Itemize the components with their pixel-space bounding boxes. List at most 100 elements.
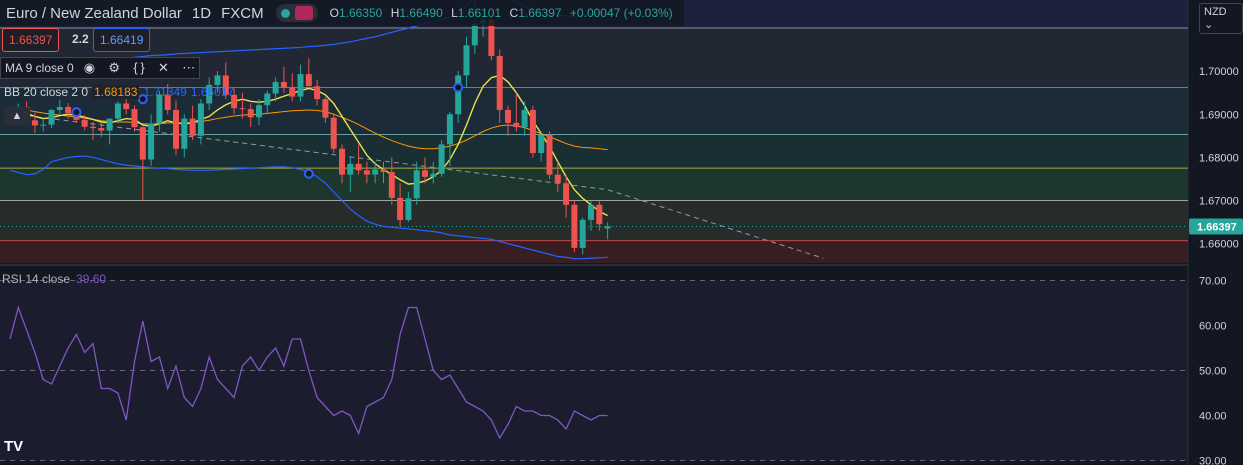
candle-body <box>81 119 88 127</box>
candle-body <box>438 144 445 174</box>
rsi-tick-label: 60.00 <box>1199 321 1227 333</box>
trendline-path[interactable] <box>9 112 824 259</box>
candle <box>546 131 553 179</box>
candle <box>256 99 262 126</box>
candle <box>90 122 96 141</box>
candle <box>388 157 395 205</box>
tradingview-logo[interactable]: TV <box>4 438 30 462</box>
candle-body <box>98 128 105 131</box>
rsi-tick-label: 30.00 <box>1199 456 1227 465</box>
candle <box>56 99 63 114</box>
timeframe[interactable]: 1D <box>191 4 212 22</box>
current-price-badge <box>1189 218 1243 235</box>
market-status[interactable] <box>275 4 318 22</box>
candle <box>563 174 570 218</box>
more-icon[interactable]: ⋯ <box>182 60 196 75</box>
candle <box>363 161 370 184</box>
candle <box>289 73 296 102</box>
candle <box>197 99 204 145</box>
candle <box>214 71 221 93</box>
bb-indicator-row[interactable]: BB 20 close 2 0 1.68183 1.71349 1.65017 <box>0 81 238 103</box>
candle <box>98 122 105 137</box>
rsi-value: 39.60 <box>76 272 107 286</box>
candle-body <box>339 148 345 175</box>
rsi-tick-label: 70.00 <box>1199 276 1227 288</box>
candle-body <box>413 170 420 199</box>
candle-body <box>247 109 254 118</box>
candle-body <box>289 87 296 97</box>
close-icon[interactable]: ✕ <box>158 60 169 75</box>
candle-body <box>446 114 453 145</box>
candle-body <box>521 109 528 128</box>
candle-body <box>513 122 520 128</box>
candle-body <box>90 126 96 129</box>
buy-price-button[interactable]: 1.66419 <box>93 28 151 52</box>
candle <box>206 77 213 110</box>
candle <box>40 119 47 132</box>
candle <box>272 77 279 102</box>
ma-markers <box>71 82 464 179</box>
price-tick-label: 1.66000 <box>1199 239 1239 251</box>
candle-body <box>596 204 603 225</box>
gear-icon[interactable]: ⚙ <box>108 60 121 75</box>
candle <box>554 161 561 192</box>
candle <box>596 200 603 231</box>
candle-body <box>181 118 188 149</box>
market-open-icon <box>280 8 290 18</box>
candle-body <box>322 99 329 118</box>
collapse-legend-button[interactable]: ▲ <box>4 107 30 125</box>
candle <box>397 183 404 227</box>
ma-indicator-row[interactable]: MA 9 close 0 ◉ ⚙ { } ✕ ⋯ <box>0 57 201 79</box>
candle <box>305 58 312 87</box>
candle-body <box>363 170 370 175</box>
candle-body <box>463 45 470 76</box>
candle-body <box>355 163 362 171</box>
symbol-name[interactable]: Euro / New Zealand Dollar <box>6 4 182 22</box>
close-value: 1.66397 <box>518 6 562 20</box>
price-tick-label: 1.69000 <box>1199 109 1239 121</box>
candle <box>65 103 72 119</box>
price-axis[interactable]: 1.710001.700001.690001.680001.670001.660… <box>1189 23 1243 251</box>
candle-body <box>206 84 213 104</box>
candle <box>31 112 38 133</box>
eye-icon[interactable]: ◉ <box>83 60 96 75</box>
candle-body <box>554 174 561 184</box>
candle-body <box>471 23 478 46</box>
candle-body <box>148 123 155 160</box>
ma-cross-marker <box>137 94 148 105</box>
exchange: FXCM <box>221 4 264 22</box>
candle <box>529 105 536 158</box>
candle-body <box>280 81 287 88</box>
candle <box>339 144 345 184</box>
ma-cross-marker <box>453 82 464 93</box>
price-tick-label: 1.70000 <box>1199 66 1239 78</box>
rsi-pane[interactable]: 70.00 60.00 50.00 40.00 30.00 <box>0 276 1227 465</box>
rsi-legend[interactable]: RSI 14 close 39.60 <box>2 272 106 286</box>
candle <box>380 161 387 184</box>
sell-price-button[interactable]: 1.66397 <box>2 28 60 52</box>
low-value: 1.66101 <box>457 6 502 20</box>
spread-value: 2.2 <box>72 32 89 46</box>
candle-body <box>546 134 553 175</box>
candle-body <box>123 103 130 110</box>
candle <box>405 191 412 223</box>
trendline[interactable] <box>9 112 824 259</box>
candle-body <box>264 93 271 106</box>
candle-body <box>563 183 570 205</box>
candle-body <box>430 173 437 177</box>
currency-selector[interactable]: NZD ⌄ <box>1199 3 1243 34</box>
rsi-tick-label: 50.00 <box>1199 366 1227 378</box>
candle-body <box>239 108 246 110</box>
price-tick-label: 1.67000 <box>1199 195 1239 207</box>
candle-body <box>529 109 536 154</box>
source-code-icon[interactable]: { } <box>133 60 145 75</box>
candle-body <box>372 169 379 175</box>
candle-body <box>231 94 238 109</box>
candle <box>297 64 304 102</box>
candle <box>81 115 88 131</box>
chart-header: Euro / New Zealand Dollar 1D FXCM O1.663… <box>0 0 684 26</box>
candle <box>571 200 578 253</box>
chevron-down-icon: ⌄ <box>1204 19 1214 31</box>
high-value: 1.66490 <box>399 6 443 20</box>
